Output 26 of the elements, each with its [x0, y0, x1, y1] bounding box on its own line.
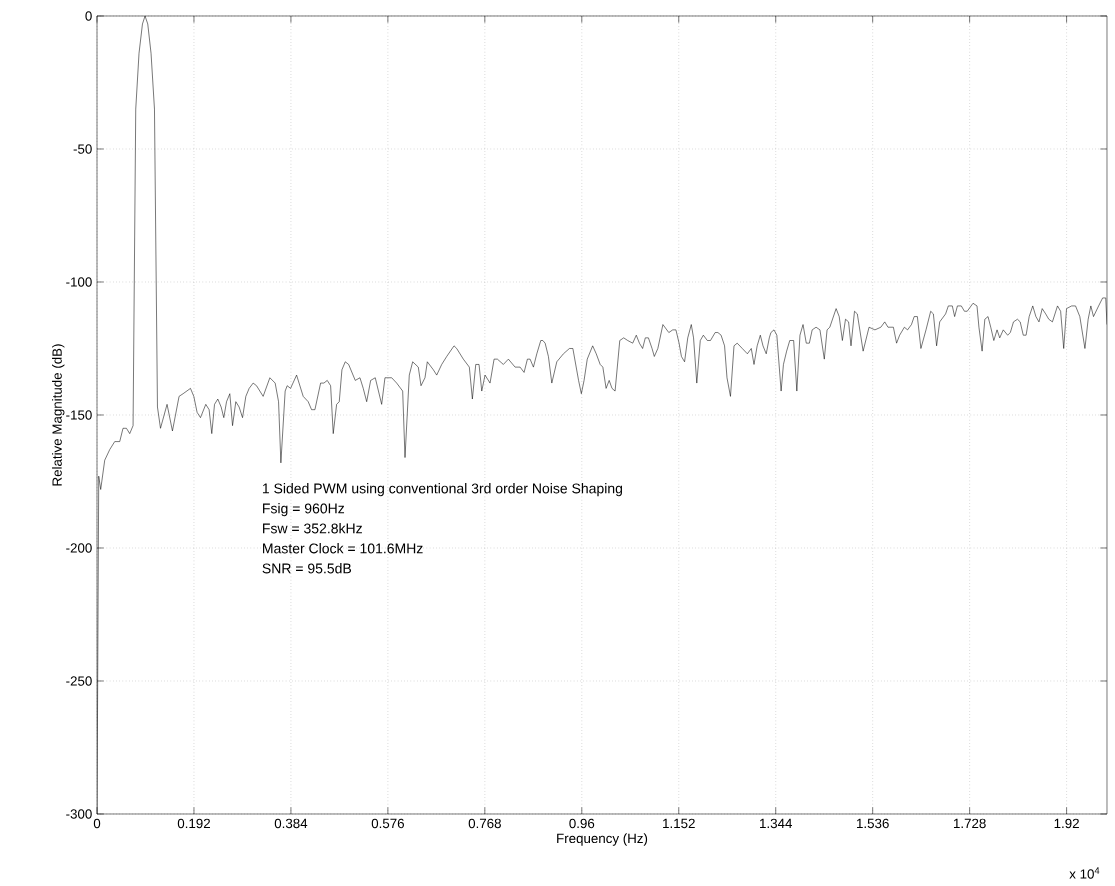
- x-tick-label: 1.92: [1054, 818, 1079, 829]
- x-tick-label: 1.536: [857, 818, 889, 829]
- x-tick-label: 0: [93, 818, 101, 829]
- y-tick-label: -50: [73, 144, 92, 154]
- x-tick-label: 1.152: [663, 818, 695, 829]
- y-tick-label: -100: [66, 277, 92, 287]
- annotation: SNR = 95.5dB: [262, 563, 352, 574]
- y-axis-title: Relative Magnitude (dB): [52, 344, 65, 486]
- annotation: Master Clock = 101.6MHz: [263, 543, 423, 554]
- annotation: Fsig = 960Hz: [263, 503, 345, 517]
- y-tick-label: -200: [66, 543, 92, 553]
- y-tick-label: 0: [85, 11, 92, 21]
- x-tick-label: 0.192: [177, 818, 210, 829]
- annotation: Fsw = 352.8kHz: [263, 523, 362, 534]
- y-tick-label: -150: [66, 410, 92, 420]
- annotation: 1 Sided PWM using conventional 3rd order Noise Shaping: [262, 483, 622, 497]
- x-tick-label: 0.384: [274, 818, 308, 829]
- y-tick-label: -300: [66, 809, 92, 819]
- x-tick-label: 0.96: [569, 818, 595, 829]
- x-tick-label: 1.344: [760, 818, 793, 829]
- x-tick-label: 0.576: [371, 818, 404, 829]
- x-tick-label: 1.728: [953, 818, 986, 829]
- y-tick-label: -250: [66, 676, 92, 686]
- x-tick-label: 0.768: [468, 818, 501, 829]
- x-axis-title: Frequency (Hz): [557, 833, 648, 846]
- text: x 10$^{4}$: [1069, 867, 1100, 879]
